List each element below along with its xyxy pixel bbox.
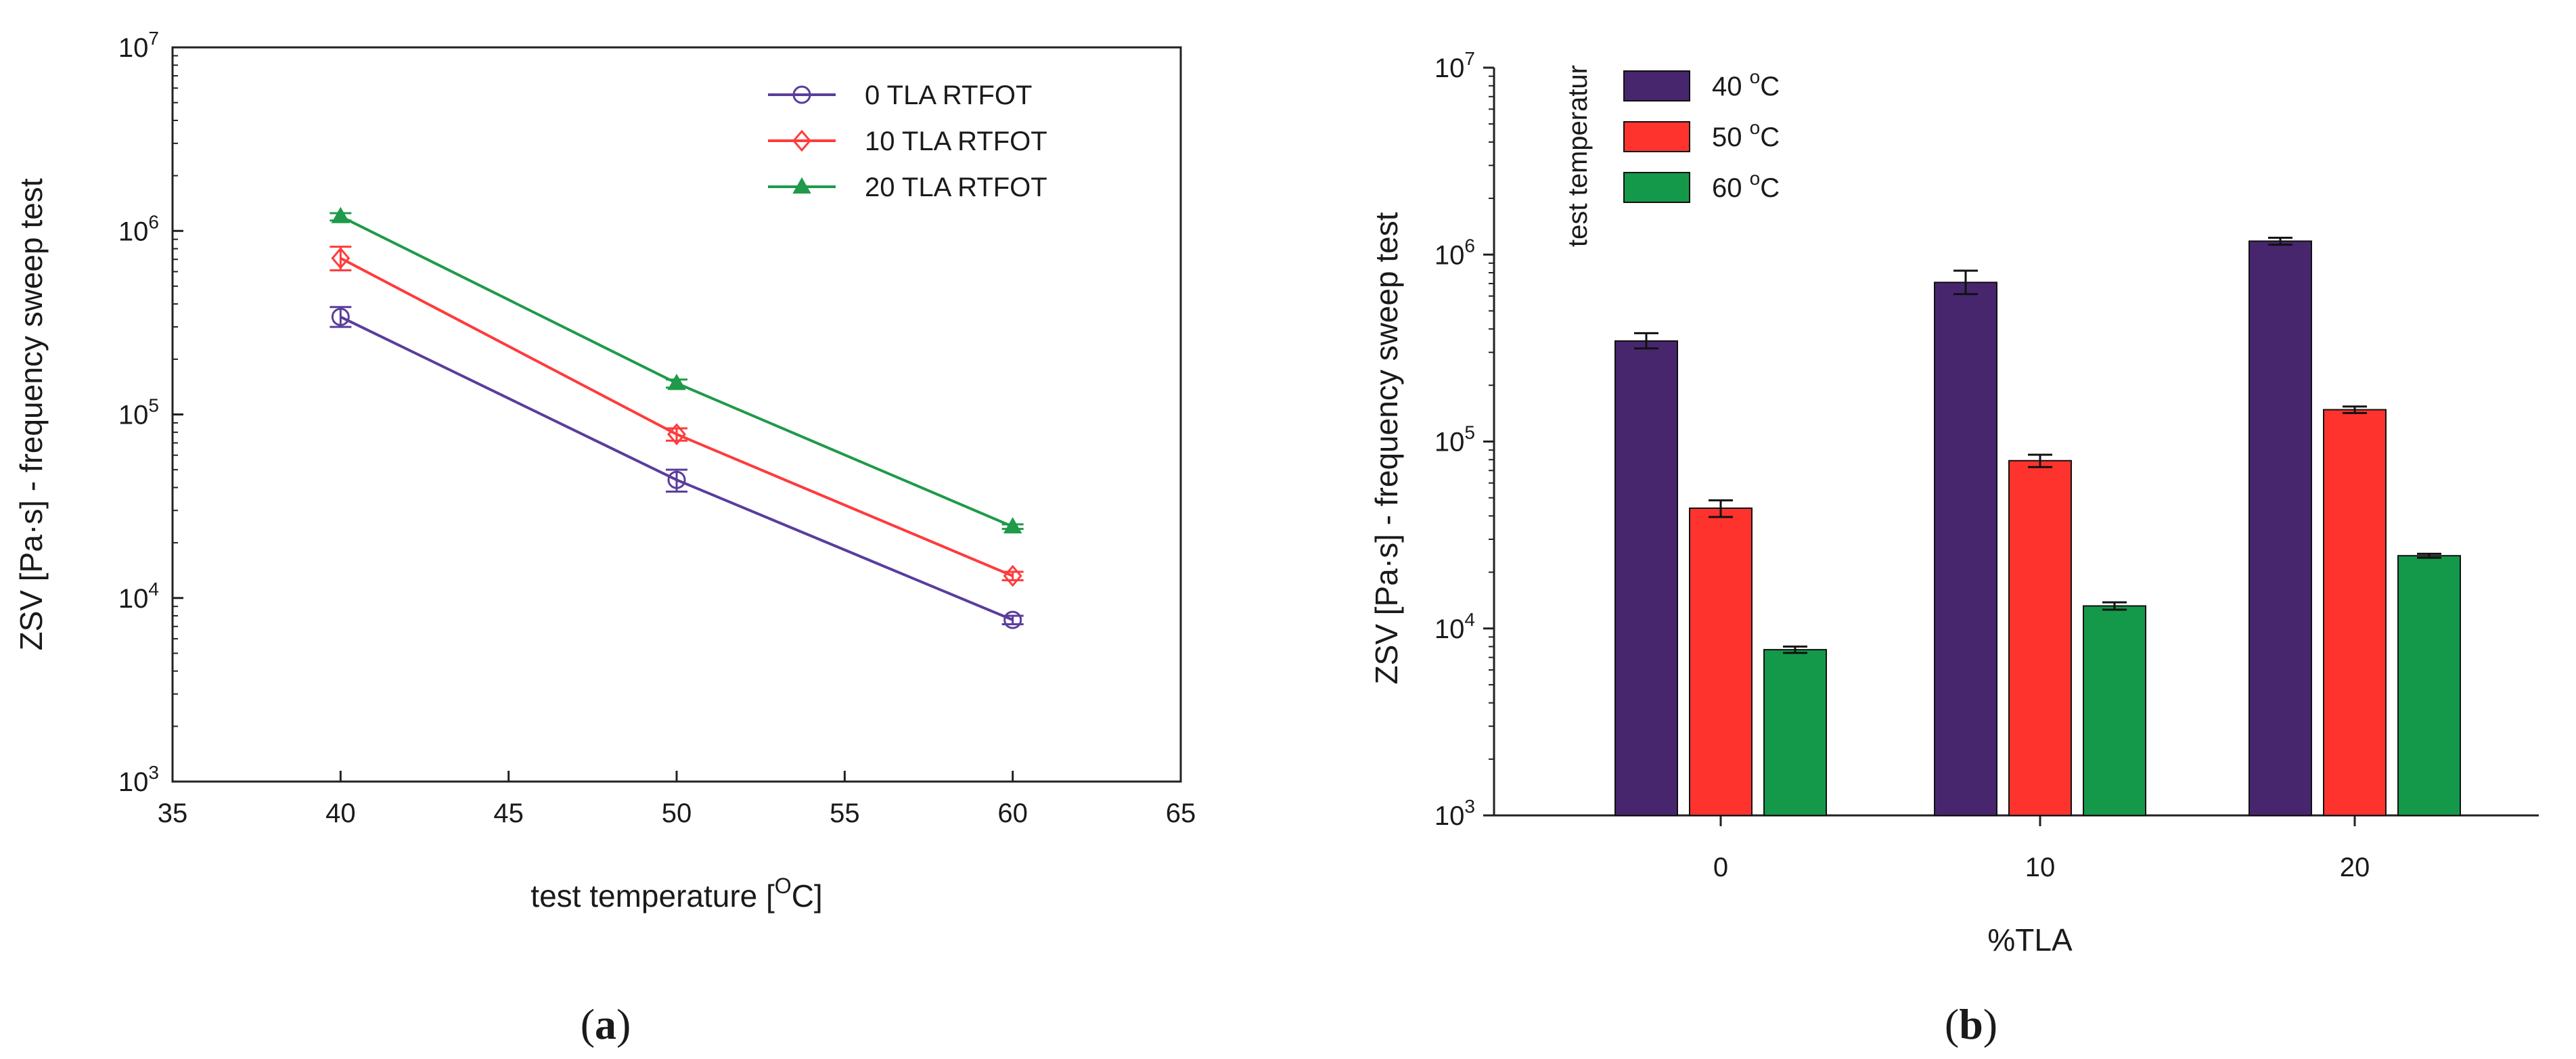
legend-label: 0 TLA RTFOT — [865, 81, 1032, 110]
plot-frame — [171, 46, 1182, 783]
legend-title: test temperatur — [1563, 65, 1593, 247]
data-point — [792, 129, 811, 152]
data-point — [331, 307, 350, 326]
x-tick-label: 35 — [158, 798, 188, 828]
data-point — [667, 374, 686, 390]
series-line — [340, 256, 1014, 577]
y-tick-label: 103 — [118, 762, 159, 797]
x-axis-label: test temperature [OC] — [530, 874, 822, 914]
legend: test temperatur 40 oC 50 oC 60 oC — [1563, 65, 1780, 247]
data-point — [667, 470, 686, 489]
legend-label: 60 oC — [1712, 168, 1780, 203]
panel-label-b-letter: b — [1959, 1000, 1983, 1048]
legend-label: 40 oC — [1712, 66, 1780, 102]
x-tick-label: 40 — [325, 798, 356, 828]
bar — [2323, 409, 2387, 816]
legend: 0 TLA RTFOT 10 TLA RTFOT 20 TLA RTFOT — [768, 81, 1047, 202]
bar — [2083, 605, 2146, 817]
x-tick-label: 65 — [1166, 798, 1196, 828]
series-0 — [330, 306, 1024, 629]
legend-swatch — [1623, 121, 1690, 152]
x-axis-label: %TLA — [1987, 922, 2073, 957]
bar — [1614, 340, 1678, 816]
y-tick-label: 105 — [1434, 422, 1475, 457]
chart-b: 103 104 105 106 107 0 10 20 %TLA ZSV [Pa·s] - fre… — [1369, 48, 2539, 957]
series-2 — [330, 206, 1024, 534]
panel-label-b: (b) — [1945, 1000, 1997, 1048]
series-line — [340, 315, 1014, 621]
data-point — [1003, 610, 1022, 629]
panel-label-a-letter: a — [595, 1000, 616, 1048]
bar — [2249, 240, 2312, 817]
bar — [1934, 281, 1997, 816]
y-tick-label: 106 — [1434, 235, 1475, 270]
bar — [1763, 649, 1827, 816]
legend-swatch — [1623, 70, 1690, 102]
y-tick-label: 107 — [118, 28, 159, 63]
y-tick-label: 104 — [118, 579, 159, 614]
series-1 — [330, 246, 1024, 587]
x-tick-label: 50 — [662, 798, 692, 828]
data-point — [792, 85, 811, 104]
bar — [2008, 459, 2072, 816]
y-tick-label: 107 — [1434, 48, 1475, 83]
legend-label: 50 oC — [1712, 117, 1780, 152]
y-tick-label: 103 — [1434, 796, 1475, 831]
x-tick-label: 60 — [997, 798, 1028, 828]
x-tick-label: 20 — [2340, 853, 2370, 882]
x-tick-label: 10 — [2025, 853, 2056, 882]
y-tick-label: 105 — [118, 395, 159, 430]
data-point — [667, 423, 686, 446]
data-point — [1003, 564, 1022, 587]
data-point — [331, 247, 351, 269]
data-point — [331, 206, 351, 223]
bar — [1689, 507, 1753, 817]
x-tick-label: 55 — [830, 798, 860, 828]
y-tick-label: 106 — [118, 211, 159, 246]
y-axis-label: ZSV [Pa·s] - frequency sweep test — [14, 178, 49, 650]
legend-swatch — [1623, 172, 1690, 203]
legend-label: 10 TLA RTFOT — [865, 127, 1047, 156]
x-tick-label: 45 — [493, 798, 524, 828]
y-axis-label: ZSV [Pa·s] - frequency sweep test — [1369, 212, 1404, 684]
panel-label-a: (a) — [581, 1000, 631, 1048]
y-tick-label: 104 — [1434, 609, 1475, 644]
x-tick-label: 0 — [1713, 853, 1728, 882]
chart-a: 35 40 45 50 55 60 65 103 104 105 106 107 test temper… — [14, 28, 1196, 914]
legend-label: 20 TLA RTFOT — [865, 173, 1047, 202]
data-point — [1003, 517, 1022, 534]
data-point — [792, 177, 811, 194]
bar — [2397, 555, 2461, 816]
